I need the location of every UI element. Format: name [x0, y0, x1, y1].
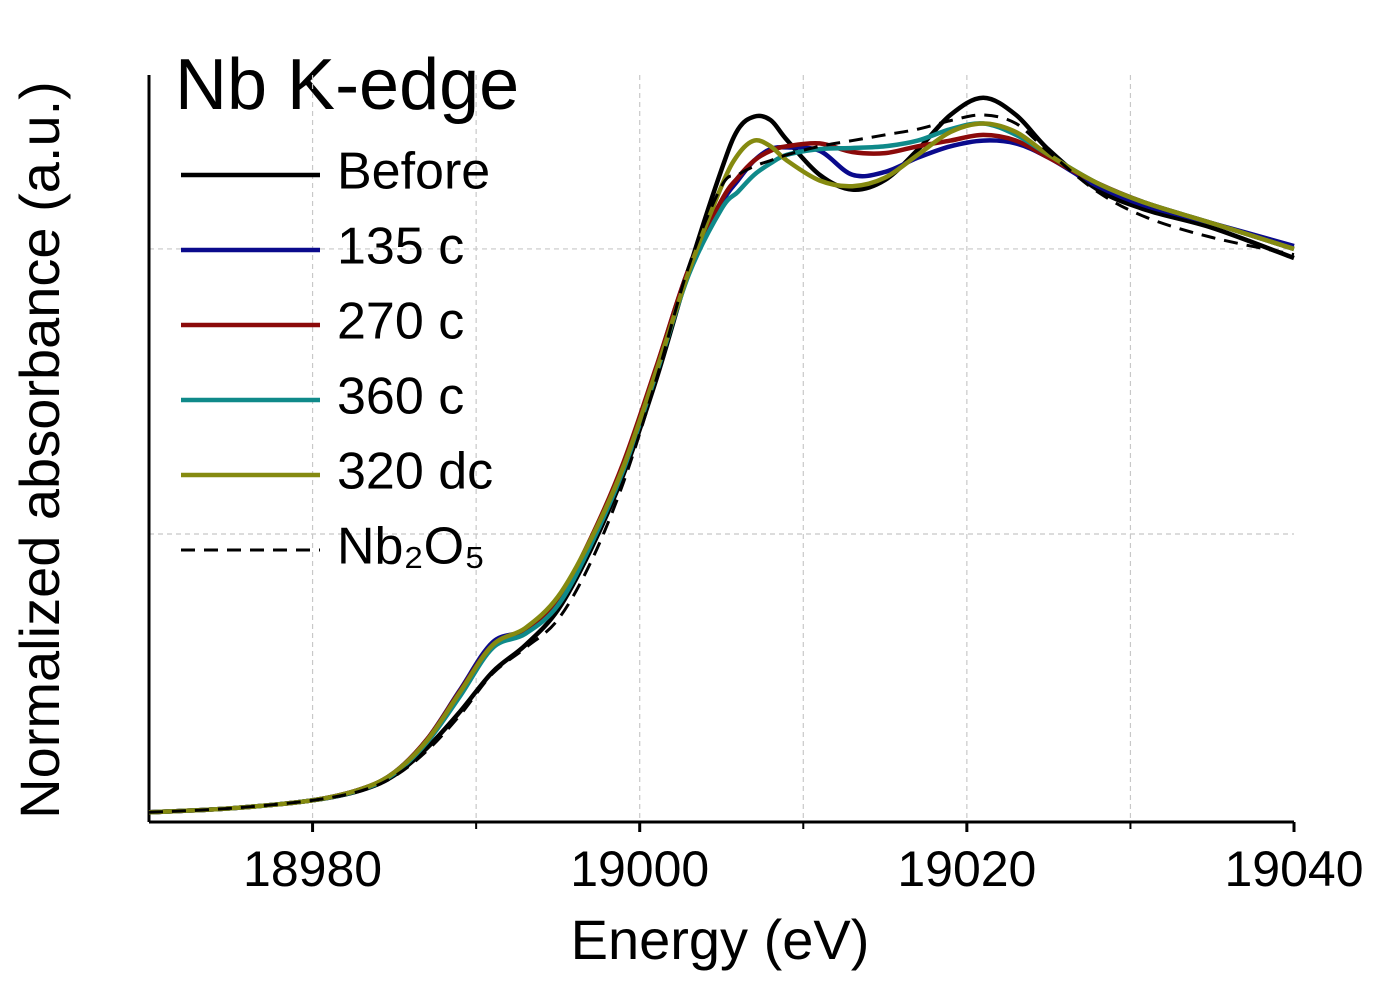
series-line [148, 121, 1295, 815]
series-line [148, 121, 1295, 815]
legend-label: 320 dc [337, 443, 493, 501]
legend-label: 270 c [337, 293, 464, 351]
x-tick-label: 18980 [243, 841, 382, 897]
x-tick-label: 19020 [897, 841, 1036, 897]
series-line [148, 113, 1295, 814]
series-line [148, 132, 1295, 815]
series-line [148, 95, 1295, 815]
x-tick-label: 19040 [1224, 841, 1363, 897]
legend-label: Before [337, 143, 490, 201]
x-axis-label: Energy (eV) [571, 908, 870, 971]
x-tick-label: 19000 [570, 841, 709, 897]
legend-label: Nb₂O₅ [337, 518, 485, 576]
chart-title: Nb K-edge [175, 45, 519, 125]
y-axis-label: Normalized absorbance (a.u.) [8, 81, 71, 819]
legend-label: 135 c [337, 218, 464, 276]
legend-label: 360 c [337, 368, 464, 426]
series-line [148, 138, 1295, 815]
